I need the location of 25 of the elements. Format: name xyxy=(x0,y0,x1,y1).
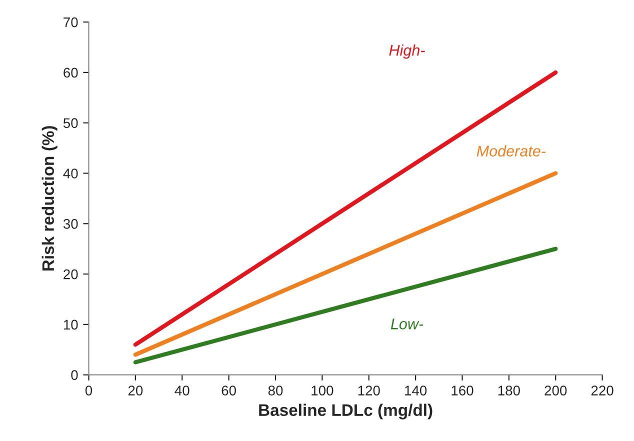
x-tick-label: 140 xyxy=(405,386,427,396)
x-tick-label: 120 xyxy=(358,386,380,396)
y-tick-label: 60 xyxy=(64,68,78,78)
y-tick-label: 70 xyxy=(64,17,78,28)
x-tick-label: 40 xyxy=(174,386,190,396)
series-label: Moderate- xyxy=(476,145,546,157)
x-tick-label: 60 xyxy=(222,386,236,396)
x-tick-label: 220 xyxy=(591,386,614,396)
x-tick-label: 160 xyxy=(452,386,474,396)
x-tick-label: 20 xyxy=(128,386,143,396)
y-tick-label: 50 xyxy=(63,118,78,128)
y-tick-label: 40 xyxy=(63,168,78,178)
x-tick-label: 200 xyxy=(544,386,567,396)
text: High- xyxy=(389,44,425,59)
x-tick-label: 180 xyxy=(498,386,520,396)
y-tick-label: 20 xyxy=(64,269,78,280)
x-tick-label: 0 xyxy=(85,386,92,396)
y-tick-label: 30 xyxy=(63,218,78,229)
x-tick-label: 100 xyxy=(312,386,334,396)
y-tick-label: 0 xyxy=(71,370,78,380)
series-label: Low- xyxy=(390,318,424,330)
x-tick-label: 80 xyxy=(268,386,283,396)
x-axis-title: Baseline LDLc (mg/dl) xyxy=(259,404,432,420)
y-tick-label: 10 xyxy=(64,320,78,330)
y-axis-title: Risk reduction (%) xyxy=(42,126,58,270)
